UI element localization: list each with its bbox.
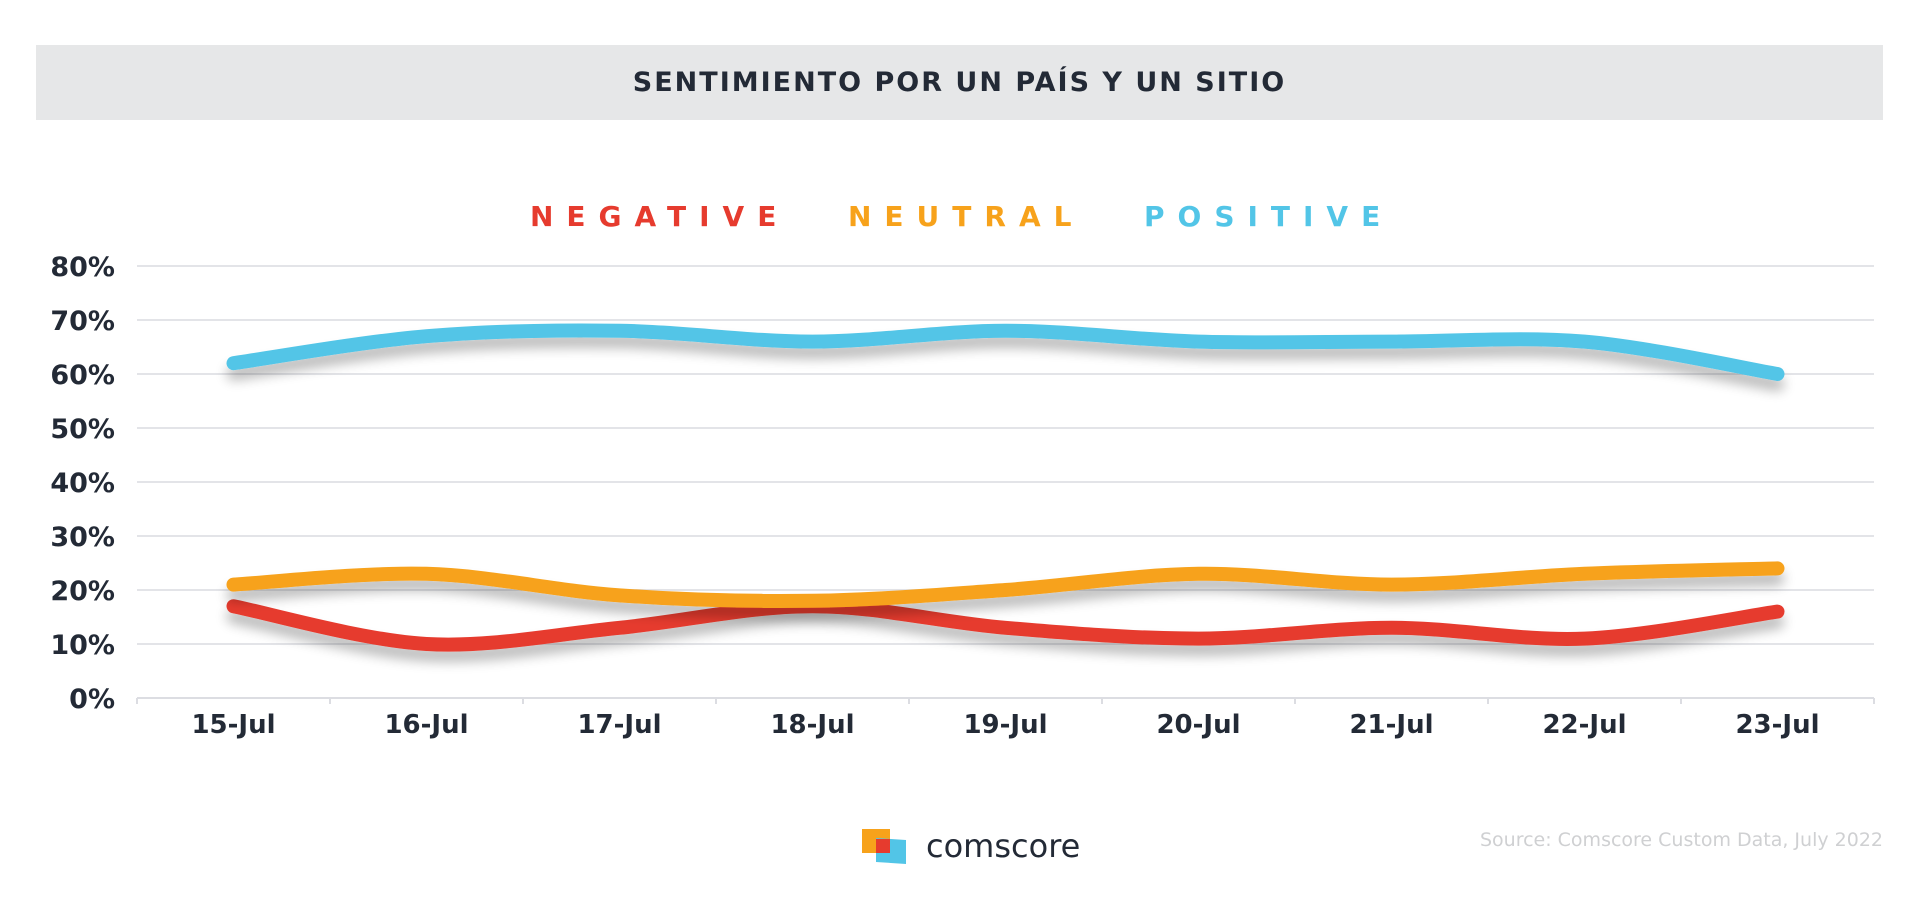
series-line-positive [226,323,1785,381]
x-tick-label: 15-Jul [191,710,275,740]
x-tick-label: 21-Jul [1349,710,1433,740]
x-tick-label: 18-Jul [770,710,854,740]
x-axis: 15-Jul 16-Jul 17-Jul 18-Jul 19-Jul 20-Jul 21-J… [136,698,1875,740]
chart-title: SENTIMIENTO POR UN PAÍS Y UN SITIO [632,67,1287,98]
y-tick-label: 0% [69,684,115,715]
comscore-logo-icon [862,827,908,865]
legend-item-neutral: NEUTRAL [848,200,1084,233]
x-tick-label: 17-Jul [577,710,661,740]
comscore-logo: comscore [862,826,1080,866]
series-lines [226,323,1785,652]
series-line-neutral [226,561,1785,609]
y-axis: 0% 10% 20% 30% 40% 50% 60% 70% 80% [50,252,115,715]
y-tick-label: 50% [50,414,115,445]
source-note: Source: Comscore Custom Data, July 2022 [1479,829,1883,851]
x-tick-label: 16-Jul [384,710,468,740]
x-tick-label: 22-Jul [1542,710,1626,740]
series-line-negative [226,599,1785,652]
x-tick-label: 20-Jul [1156,710,1240,740]
y-tick-label: 10% [50,630,115,661]
y-tick-label: 30% [50,522,115,553]
legend-item-positive: POSITIVE [1144,200,1393,233]
logo-text: comscore [926,827,1081,865]
y-tick-label: 40% [50,468,115,499]
chart-title-bar: SENTIMIENTO POR UN PAÍS Y UN SITIO [36,45,1883,120]
y-tick-label: 60% [50,360,115,391]
y-tick-label: 70% [50,306,115,337]
x-tick-label: 19-Jul [963,710,1047,740]
y-tick-label: 80% [50,252,115,283]
y-tick-label: 20% [50,576,115,607]
legend: NEGATIVE NEUTRAL POSITIVE [530,200,1393,233]
x-tick-label: 23-Jul [1735,710,1819,740]
legend-item-negative: NEGATIVE [530,200,789,233]
